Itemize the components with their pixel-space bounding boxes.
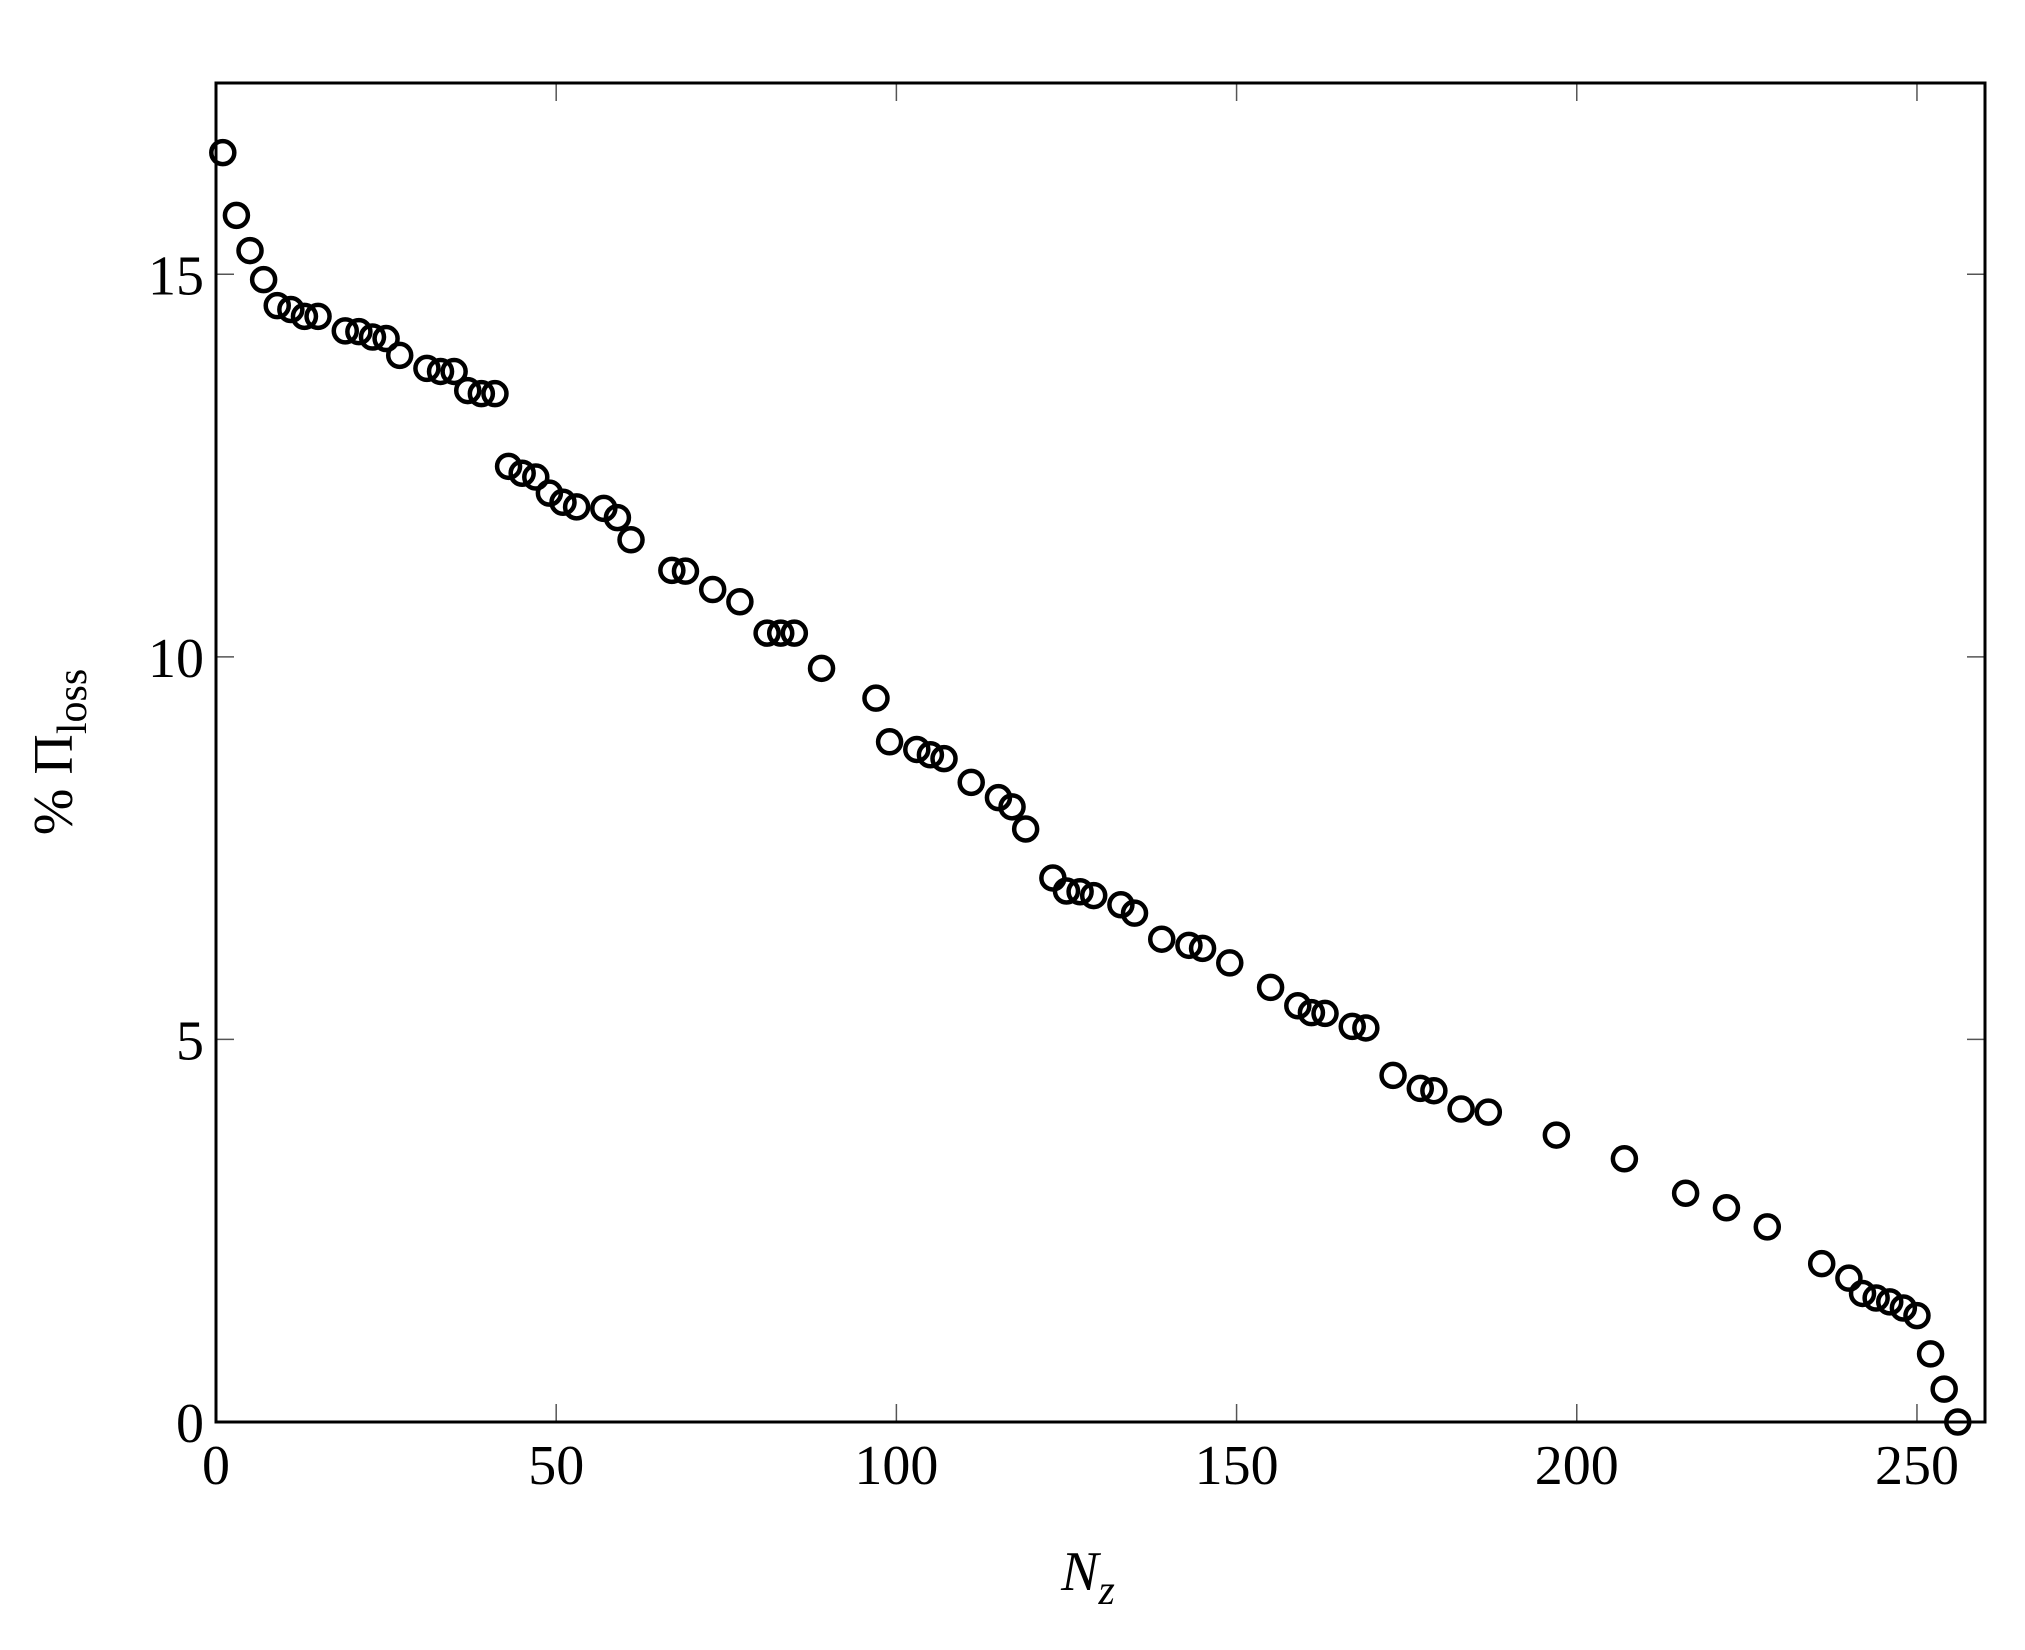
point [1903, 1301, 1931, 1330]
y-label-sub: loss [50, 669, 96, 734]
point [957, 768, 985, 797]
point [372, 324, 400, 353]
x-tick-label: 100 [854, 1435, 938, 1497]
y-tick-label: 5 [176, 1010, 204, 1072]
point [263, 291, 291, 320]
point [290, 302, 319, 331]
point [277, 295, 305, 324]
x-tick-label: 0 [202, 1435, 230, 1497]
point [345, 317, 373, 346]
point [1256, 973, 1285, 1002]
point [1807, 1249, 1836, 1278]
x-label-sub: z [1098, 1568, 1115, 1614]
point [1039, 864, 1067, 892]
point [1474, 1098, 1503, 1126]
point [671, 557, 700, 585]
point [1930, 1375, 1958, 1403]
point [1712, 1194, 1741, 1222]
point [903, 735, 931, 764]
x-tick-label: 250 [1875, 1435, 1959, 1497]
y-tick-label: 15 [148, 245, 204, 307]
point [467, 379, 496, 408]
point [1188, 934, 1217, 963]
point [916, 741, 945, 769]
y-axis-label: % Πloss [23, 669, 96, 835]
y-tick-label: 0 [176, 1393, 204, 1455]
point [780, 619, 809, 647]
point [658, 556, 686, 585]
point [1011, 815, 1040, 843]
point [1889, 1294, 1918, 1322]
point [603, 503, 632, 532]
point [1542, 1121, 1571, 1149]
point [1671, 1179, 1700, 1207]
point [1610, 1145, 1639, 1173]
point [481, 379, 509, 408]
x-tick-label: 150 [1195, 1435, 1279, 1497]
point [1352, 1014, 1380, 1042]
point [549, 488, 577, 517]
point [726, 588, 754, 616]
point [698, 575, 727, 604]
point [1944, 1408, 1972, 1436]
point [1916, 1340, 1945, 1368]
point [1284, 992, 1312, 1020]
x-label-main: N [1060, 1541, 1101, 1603]
point [236, 236, 264, 265]
point [1107, 891, 1135, 919]
point [494, 452, 523, 481]
point [1216, 949, 1244, 977]
point [385, 341, 414, 370]
point [1338, 1012, 1366, 1041]
point [1862, 1284, 1890, 1312]
point [522, 463, 550, 491]
x-tick-label: 200 [1535, 1435, 1619, 1497]
point [1848, 1279, 1877, 1308]
point [998, 793, 1026, 821]
point [1175, 931, 1203, 960]
point [1447, 1095, 1475, 1123]
plot-frame [214, 81, 1987, 1424]
point [1311, 999, 1339, 1028]
point [1147, 925, 1176, 953]
point [1120, 899, 1149, 927]
point [617, 526, 645, 554]
point [562, 493, 591, 521]
y-label-main: % Π [23, 734, 85, 835]
point [413, 354, 441, 383]
point [1875, 1288, 1904, 1316]
point [1406, 1074, 1435, 1103]
point [426, 357, 455, 386]
y-tick-label: 10 [148, 628, 204, 690]
point [1753, 1213, 1782, 1241]
point [807, 654, 836, 683]
point [862, 684, 890, 712]
point [209, 138, 237, 167]
point [1052, 877, 1081, 905]
point [453, 376, 482, 405]
point [875, 728, 904, 756]
point [249, 265, 278, 294]
point [1066, 878, 1094, 906]
x-tick-label: 50 [528, 1435, 584, 1497]
point [331, 317, 360, 345]
x-axis-label: Nz [1060, 1541, 1115, 1614]
point [358, 323, 387, 351]
point [1079, 881, 1108, 910]
point [1835, 1264, 1863, 1292]
point [930, 744, 958, 773]
point [1420, 1076, 1448, 1105]
point [766, 619, 795, 647]
point [440, 357, 468, 386]
point [1379, 1061, 1407, 1090]
point [222, 201, 251, 230]
point [508, 459, 536, 487]
point [304, 302, 332, 331]
point [1297, 998, 1326, 1027]
point [753, 619, 781, 647]
